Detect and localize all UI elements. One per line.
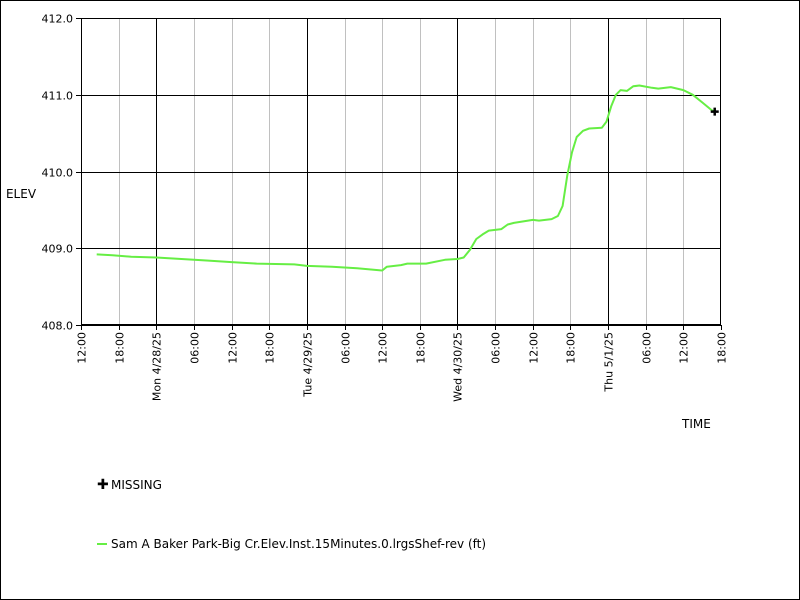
x-tick-label: Wed 4/30/25 [452, 332, 465, 402]
missing-marker [710, 107, 719, 116]
x-tick-label: 18:00 [114, 332, 127, 364]
x-axis-label: TIME [682, 417, 711, 431]
x-tick-label: 12:00 [377, 332, 390, 364]
x-tick-label: 06:00 [490, 332, 503, 364]
x-tick-label: 12:00 [76, 332, 89, 364]
x-tick-label: Mon 4/28/25 [151, 332, 164, 401]
y-tick-label: 411.0 [42, 90, 74, 103]
plus-marker-icon: ✚ [97, 477, 109, 493]
y-tick-label: 410.0 [42, 167, 74, 180]
x-tick-label: 18:00 [565, 332, 578, 364]
x-tick-label: 18:00 [415, 332, 428, 364]
legend-series-label: Sam A Baker Park-Big Cr.Elev.Inst.15Minu… [111, 537, 487, 551]
x-tick-label: 18:00 [716, 332, 729, 364]
plot-area [81, 18, 721, 325]
y-tick-label: 412.0 [42, 13, 74, 26]
x-tick-label: 12:00 [678, 332, 691, 364]
series-line [96, 84, 716, 272]
legend-missing: ✚ MISSING [97, 478, 162, 492]
series-color-swatch [97, 543, 107, 545]
legend-series: Sam A Baker Park-Big Cr.Elev.Inst.15Minu… [97, 537, 486, 551]
x-tick-label: 06:00 [189, 332, 202, 364]
y-tick-label: 409.0 [42, 243, 74, 256]
x-tick-label: 12:00 [227, 332, 240, 364]
legend-missing-label: MISSING [111, 478, 162, 492]
x-tick-label: 06:00 [340, 332, 353, 364]
x-tick-label: 06:00 [641, 332, 654, 364]
plot-border [81, 18, 721, 325]
x-tick-label: 12:00 [528, 332, 541, 364]
x-tick-label: Tue 4/29/25 [302, 332, 315, 398]
x-tick-label: Thu 5/1/25 [603, 332, 616, 393]
y-tick-label: 408.0 [42, 320, 74, 333]
y-axis-label: ELEV [5, 187, 37, 201]
x-tick-label: 18:00 [264, 332, 277, 364]
